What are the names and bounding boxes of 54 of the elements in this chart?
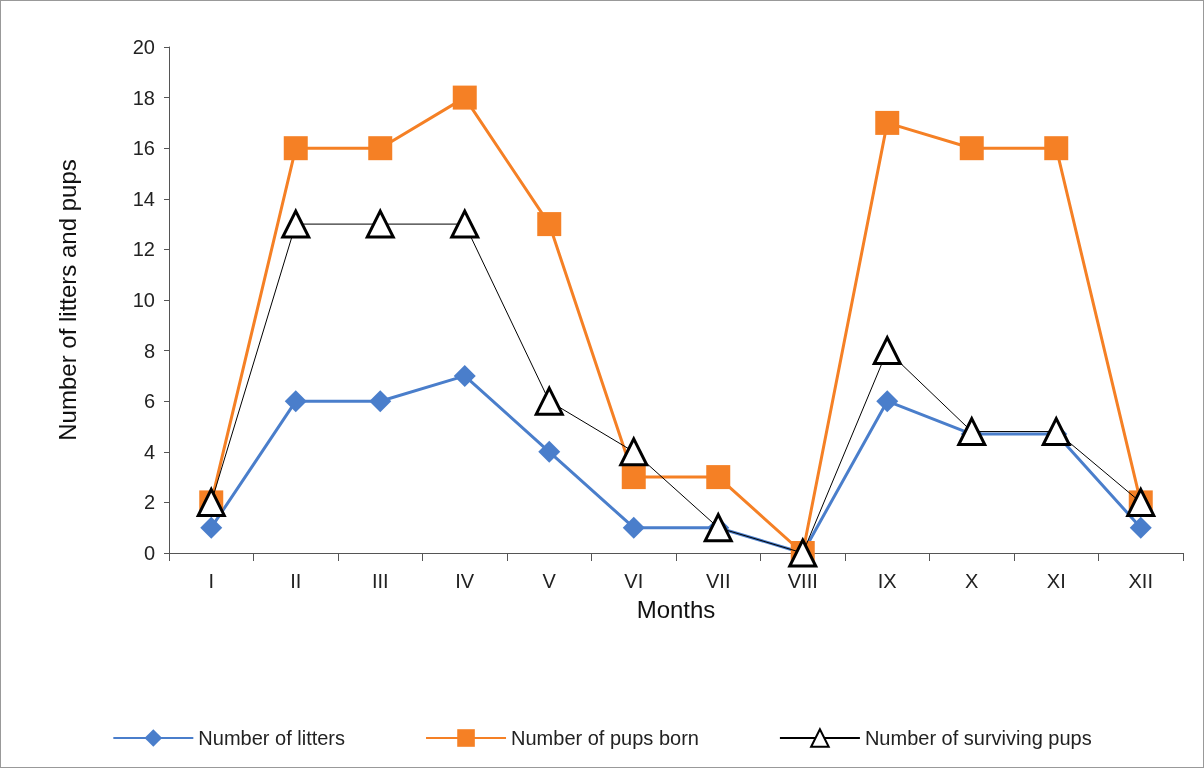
y-tick-label: 2 [143,491,155,514]
point [621,465,646,490]
point [283,136,308,161]
point [280,207,312,239]
y-axis-title: Number of litters and pups [53,159,81,441]
point [369,390,392,413]
y-tick-label: 12 [132,238,155,261]
point [1129,516,1152,539]
legend-label: Number of pups born [511,727,699,749]
y-tick-label: 20 [132,36,155,58]
x-tick-label: VI [624,570,644,592]
point [872,336,902,366]
point [1041,417,1071,447]
y-tick-label: 10 [132,289,155,311]
y-tick-label: 18 [132,86,155,109]
x-tick-label: VIII [787,570,818,592]
point [875,110,900,135]
point [622,516,645,539]
point [284,390,307,413]
y-tick-label: 6 [143,390,155,413]
x-tick-label: XI [1046,570,1066,592]
point [619,437,649,467]
point [957,417,987,447]
x-tick-label: XII [1128,570,1153,592]
point [449,207,481,239]
point [959,136,984,161]
point [876,390,899,413]
point [706,465,731,490]
x-tick-label: IX [877,570,897,592]
point [533,384,565,416]
point [703,513,733,543]
x-tick-label: II [290,570,302,592]
x-axis-title: Months [636,595,716,623]
y-tick-label: 14 [132,187,155,210]
point [200,516,223,539]
point [453,364,476,387]
x-tick-label: III [371,570,389,592]
legend-label: Number of litters [198,727,346,749]
y-tick-label: 16 [132,137,155,160]
point [538,440,561,463]
point [368,136,393,161]
point [1044,136,1069,161]
x-tick-label: VII [706,570,731,592]
x-tick-label: I [208,570,215,592]
point [537,212,562,237]
x-tick-label: V [542,570,557,592]
y-tick-label: 4 [143,440,155,463]
legend-label: Number of surviving pups [864,727,1092,749]
y-tick-label: 8 [143,339,155,362]
point [452,85,477,110]
x-tick-label: X [965,570,979,592]
point [364,207,396,239]
x-tick-label: IV [455,570,475,592]
y-tick-label: 0 [143,542,155,564]
